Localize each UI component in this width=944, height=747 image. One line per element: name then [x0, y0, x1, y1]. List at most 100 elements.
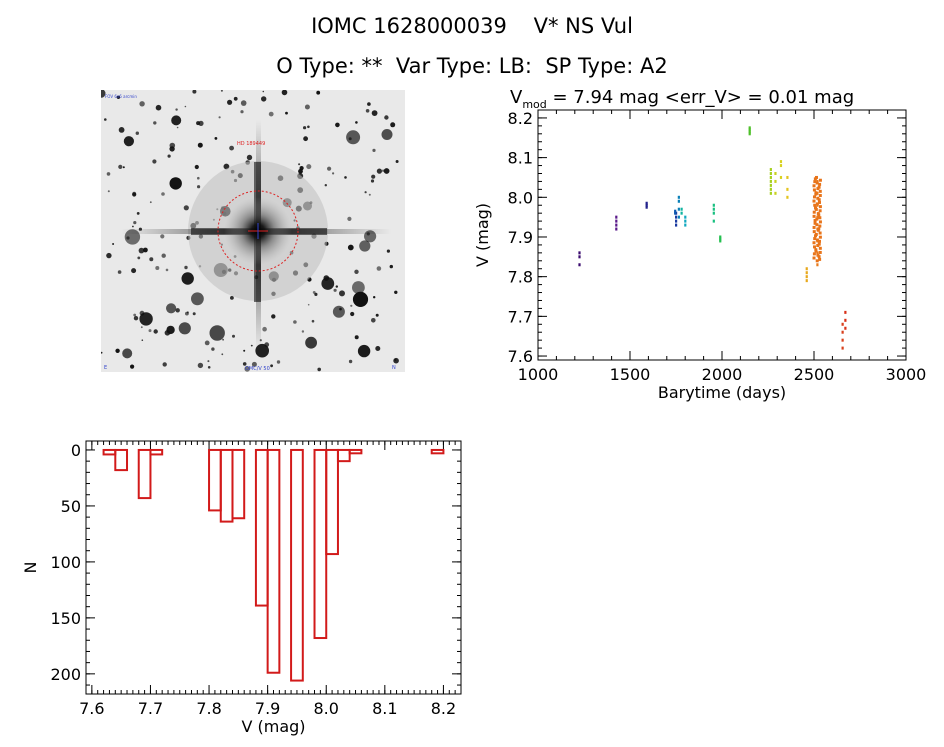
- star-dot: [371, 110, 378, 116]
- corner-label-n: N: [392, 365, 396, 371]
- star-dot: [324, 184, 327, 187]
- lc-point: [814, 232, 818, 236]
- star-dot: [218, 116, 221, 119]
- star-dot: [173, 185, 178, 190]
- lc-point: [817, 239, 821, 243]
- lc-y-tick-label: 8.2: [508, 109, 533, 128]
- star-dot: [162, 362, 167, 367]
- lc-point: [774, 179, 777, 183]
- star-dot: [376, 266, 382, 271]
- star-dot: [197, 176, 200, 180]
- lc-point: [769, 187, 772, 191]
- star-dot: [169, 142, 176, 149]
- lc-point: [813, 203, 817, 207]
- lc-point: [615, 215, 618, 219]
- lc-point: [818, 209, 822, 213]
- lc-point: [812, 256, 816, 260]
- lc-point: [719, 239, 722, 243]
- star-dot: [365, 109, 370, 113]
- lc-point: [812, 241, 816, 245]
- star-dot: [367, 102, 371, 106]
- hist-y-tick-label: 200: [50, 665, 81, 684]
- lc-point: [818, 182, 822, 186]
- lc-point: [818, 257, 822, 261]
- star-dot: [139, 101, 145, 107]
- star-dot: [375, 346, 381, 351]
- lc-point: [813, 206, 817, 210]
- star-dot: [364, 191, 367, 194]
- star-dot: [229, 145, 235, 151]
- lc-point: [578, 263, 581, 267]
- star-dot: [240, 110, 244, 114]
- star-dot: [299, 166, 304, 171]
- star-dot: [230, 296, 234, 300]
- lc-point: [680, 207, 683, 211]
- lc-point: [645, 205, 648, 209]
- star-dot: [242, 362, 247, 366]
- star-dot: [155, 104, 162, 111]
- lc-point: [818, 216, 822, 220]
- hist-bar: [114, 448, 129, 472]
- lc-point: [786, 175, 789, 179]
- star-dot: [332, 172, 335, 175]
- star-dot: [118, 164, 123, 169]
- lc-point: [812, 188, 816, 192]
- lc-point: [675, 211, 678, 215]
- star-dot: [312, 291, 316, 294]
- lc-point: [675, 223, 678, 227]
- lc-point: [645, 203, 648, 207]
- lc-y-tick-label: 7.8: [508, 268, 533, 287]
- star-dot: [350, 304, 353, 307]
- target-aperture: [217, 190, 299, 272]
- lc-point: [814, 248, 818, 252]
- star-dot: [133, 316, 139, 321]
- star-dot: [304, 104, 310, 110]
- lc-point: [816, 263, 819, 267]
- lc-y-axis-label: V (mag): [473, 203, 492, 267]
- star-dot: [264, 342, 270, 348]
- hist-frame: [85, 440, 462, 695]
- star-dot: [262, 326, 267, 332]
- lc-point: [817, 185, 821, 189]
- lc-point: [816, 244, 820, 248]
- star-dot: [303, 126, 307, 130]
- lc-point: [680, 211, 683, 215]
- lc-point: [844, 310, 847, 314]
- star-dot: [394, 290, 398, 294]
- lc-point: [812, 199, 816, 203]
- star-dot: [221, 353, 224, 356]
- star-dot: [122, 348, 133, 359]
- lc-y-tick-label: 7.9: [508, 228, 533, 247]
- hist-bar: [231, 448, 246, 520]
- star-dot: [141, 339, 144, 341]
- lc-point: [712, 207, 715, 211]
- star-dot: [316, 90, 321, 95]
- lc-point: [812, 225, 816, 229]
- lc-point: [816, 203, 819, 207]
- star-dot: [186, 311, 189, 314]
- star-dot: [240, 100, 247, 106]
- star-dot: [293, 320, 297, 324]
- lc-point: [615, 223, 618, 227]
- star-dot: [354, 269, 359, 274]
- lc-point: [812, 230, 816, 234]
- star-dot: [311, 319, 315, 323]
- lc-point: [712, 211, 715, 215]
- star-dot: [191, 292, 204, 306]
- star-dot: [357, 344, 371, 358]
- star-dot: [285, 111, 288, 115]
- lc-point: [769, 191, 772, 195]
- lc-x-tick-label: 1500: [610, 365, 651, 384]
- star-dot: [281, 90, 288, 96]
- lc-point: [812, 252, 816, 256]
- lc-point: [812, 214, 816, 218]
- star-dot: [175, 308, 180, 313]
- lc-point: [812, 245, 816, 249]
- lc-point: [578, 255, 581, 259]
- star-dot: [251, 361, 257, 367]
- star-dot: [132, 225, 134, 228]
- star-dot: [371, 318, 376, 323]
- star-dot: [383, 168, 390, 174]
- lc-point: [805, 279, 808, 283]
- lc-point: [786, 195, 789, 199]
